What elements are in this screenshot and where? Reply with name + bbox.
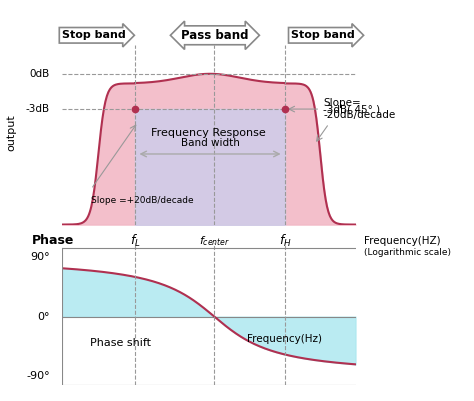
Text: (Logarithmic scale): (Logarithmic scale) xyxy=(365,248,451,257)
Text: Frequency(HZ): Frequency(HZ) xyxy=(365,236,441,246)
Text: 0°: 0° xyxy=(37,312,50,322)
Text: Phase: Phase xyxy=(32,234,74,247)
Text: Stop band: Stop band xyxy=(292,30,355,40)
Text: Phase shift: Phase shift xyxy=(90,338,151,348)
Text: Stop band: Stop band xyxy=(62,30,126,40)
Text: -3dB: -3dB xyxy=(26,104,50,114)
Text: $f_H$: $f_H$ xyxy=(279,233,292,249)
Text: Slope=
-20dB/decade: Slope= -20dB/decade xyxy=(323,98,395,120)
Text: 90°: 90° xyxy=(30,252,50,262)
Text: Band width: Band width xyxy=(181,138,239,148)
Text: output: output xyxy=(7,114,17,151)
Text: 0dB: 0dB xyxy=(29,69,50,79)
Text: Frequency(Hz): Frequency(Hz) xyxy=(247,334,322,344)
Text: Frequency Response: Frequency Response xyxy=(151,128,266,138)
Text: $f_L$: $f_L$ xyxy=(130,233,140,249)
Text: -3dB( 45° ): -3dB( 45° ) xyxy=(323,104,380,114)
Text: -90°: -90° xyxy=(26,371,50,381)
Text: Pass band: Pass band xyxy=(181,29,248,42)
Text: $f_{center}$: $f_{center}$ xyxy=(199,234,230,248)
Text: Slope =+20dB/decade: Slope =+20dB/decade xyxy=(91,196,194,205)
